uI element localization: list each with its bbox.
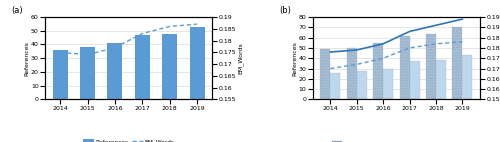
Bar (80, 47, 95, 99)
Legend: References, EM_Words: References, EM_Words (80, 137, 176, 142)
Bar (400, 36, 409, 99)
Bar (410, 61, 420, 99)
Y-axis label: References: References (24, 41, 29, 76)
Bar (162, 34, 178, 99)
Y-axis label: EM_Words: EM_Words (238, 42, 244, 74)
Bar (436, 60, 446, 99)
Bar (320, 49, 330, 99)
Bar (108, 43, 122, 99)
Bar (462, 55, 472, 99)
Bar (356, 71, 367, 99)
Bar (452, 27, 462, 99)
Bar (373, 43, 383, 99)
Bar (383, 69, 393, 99)
Legend: References_ER, References_non ER, EM_words_ER, EM_words_non ER: References_ER, References_non ER, EM_wor… (330, 139, 462, 142)
Text: (b): (b) (279, 6, 291, 15)
Bar (135, 35, 150, 99)
Bar (190, 27, 204, 99)
Bar (330, 73, 340, 99)
Bar (426, 34, 436, 99)
Bar (346, 48, 356, 99)
Bar (52, 50, 68, 99)
Y-axis label: References: References (292, 41, 297, 76)
Text: (a): (a) (12, 6, 23, 15)
